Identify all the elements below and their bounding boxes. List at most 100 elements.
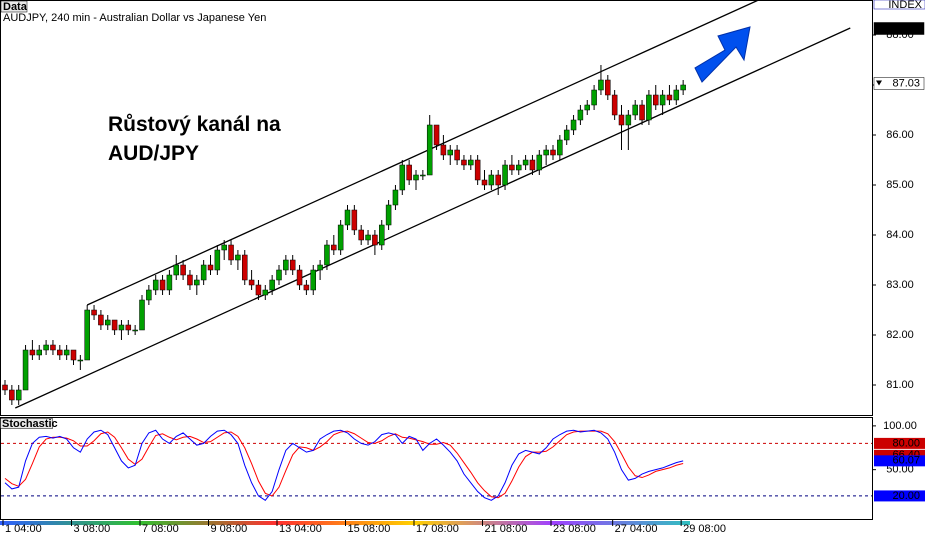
candle-body xyxy=(29,349,36,356)
candle-body xyxy=(214,249,221,271)
candle-body xyxy=(406,164,412,181)
candle-body xyxy=(618,114,625,126)
candle-body xyxy=(440,144,447,156)
candle-body xyxy=(139,299,145,331)
candle-body xyxy=(591,89,597,106)
y-tick-label: 82.00 xyxy=(886,329,914,341)
data-tab xyxy=(0,0,28,13)
indicator-marker xyxy=(874,490,925,502)
y-tick-label: 86.00 xyxy=(886,129,914,141)
indicator-panel xyxy=(0,417,873,520)
x-tick-label: 17 08:00 xyxy=(416,523,459,535)
candle-body xyxy=(529,159,536,171)
candle-body xyxy=(611,94,618,116)
candle-body xyxy=(598,79,604,91)
candle-body xyxy=(385,204,392,226)
candle-body xyxy=(50,344,56,351)
candle-body xyxy=(522,159,529,166)
candle-body xyxy=(653,94,659,106)
trend-arrow xyxy=(694,26,751,83)
candle-body xyxy=(550,149,556,156)
annotation-line: Růstový kanál na xyxy=(108,113,281,136)
candle-body xyxy=(77,359,84,362)
candle-body xyxy=(70,349,77,361)
candle-body xyxy=(15,389,22,401)
candle-body xyxy=(248,279,255,286)
candle-body xyxy=(187,274,193,286)
candle-body xyxy=(495,174,501,186)
x-tick-label: 27 04:00 xyxy=(615,523,658,535)
annotation-line: AUD/JPY xyxy=(108,142,199,165)
indicator-line xyxy=(4,429,684,501)
candle-body xyxy=(255,284,262,296)
candle-body xyxy=(365,234,371,241)
candle-body xyxy=(673,89,680,101)
candle-body xyxy=(639,104,645,121)
candle-body xyxy=(235,254,241,261)
candle-body xyxy=(344,209,351,226)
candle-body xyxy=(173,264,179,276)
index-box xyxy=(873,0,925,10)
x-tick-label: 3 08:00 xyxy=(74,523,111,535)
candle-body xyxy=(632,104,638,116)
candle-body xyxy=(516,164,522,171)
candle-body xyxy=(43,344,49,351)
candle-body xyxy=(152,279,159,291)
candle-body xyxy=(447,149,453,156)
candle-body xyxy=(433,124,440,146)
candle-body xyxy=(98,314,104,326)
y-tick-label: 83.00 xyxy=(886,279,914,291)
candle-body xyxy=(605,79,611,96)
indicator-marker-label: 20.00 xyxy=(892,490,920,502)
candle-body xyxy=(488,174,495,186)
candle-body xyxy=(474,159,481,181)
candle-body xyxy=(132,329,138,332)
candle-body xyxy=(296,269,303,286)
price-pointer xyxy=(876,80,882,86)
x-tick-label: 7 08:00 xyxy=(142,523,179,535)
candle-body xyxy=(358,229,364,241)
candle-body xyxy=(468,159,474,166)
candle-body xyxy=(276,269,282,281)
candle-body xyxy=(9,389,15,401)
index-label: INDEX xyxy=(888,0,922,11)
candle-body xyxy=(502,164,508,186)
candle-body xyxy=(646,94,652,121)
candle-body xyxy=(324,244,330,266)
candle-body xyxy=(337,224,344,251)
y-tick-label: 84.00 xyxy=(886,229,914,241)
candle-body xyxy=(262,289,269,296)
candle-body xyxy=(317,264,323,271)
price-marker-label: 88.13 xyxy=(892,22,920,34)
candle-body xyxy=(166,274,173,291)
candle-body xyxy=(84,309,90,361)
candle-body xyxy=(454,149,460,161)
candle-body xyxy=(105,319,111,326)
candle-body xyxy=(303,284,310,291)
candle-body xyxy=(118,324,125,331)
candle-body xyxy=(111,319,118,331)
candle-body xyxy=(125,324,132,331)
channel-line xyxy=(15,27,851,409)
candle-body xyxy=(399,164,406,191)
candle-body xyxy=(563,129,570,141)
candle-body xyxy=(146,289,152,301)
chart-title: AUDJPY, 240 min - Australian Dollar vs J… xyxy=(3,12,266,24)
candle-body xyxy=(509,164,515,171)
candle-body xyxy=(680,84,686,91)
candle-body xyxy=(392,189,399,206)
candle-body xyxy=(91,309,97,316)
candle-body xyxy=(310,269,316,291)
x-tick-label: 21 08:00 xyxy=(485,523,528,535)
candle-body xyxy=(659,94,666,106)
indicator-marker xyxy=(874,449,925,461)
price-marker xyxy=(873,22,925,35)
candle-body xyxy=(577,109,584,121)
candle-body xyxy=(2,384,8,391)
indicator-marker-label: 60.07 xyxy=(892,455,920,467)
y-tick-label: 85.00 xyxy=(886,179,914,191)
candle-body xyxy=(269,279,275,291)
candle-body xyxy=(283,259,289,271)
price-marker-label: 87.03 xyxy=(892,77,920,89)
